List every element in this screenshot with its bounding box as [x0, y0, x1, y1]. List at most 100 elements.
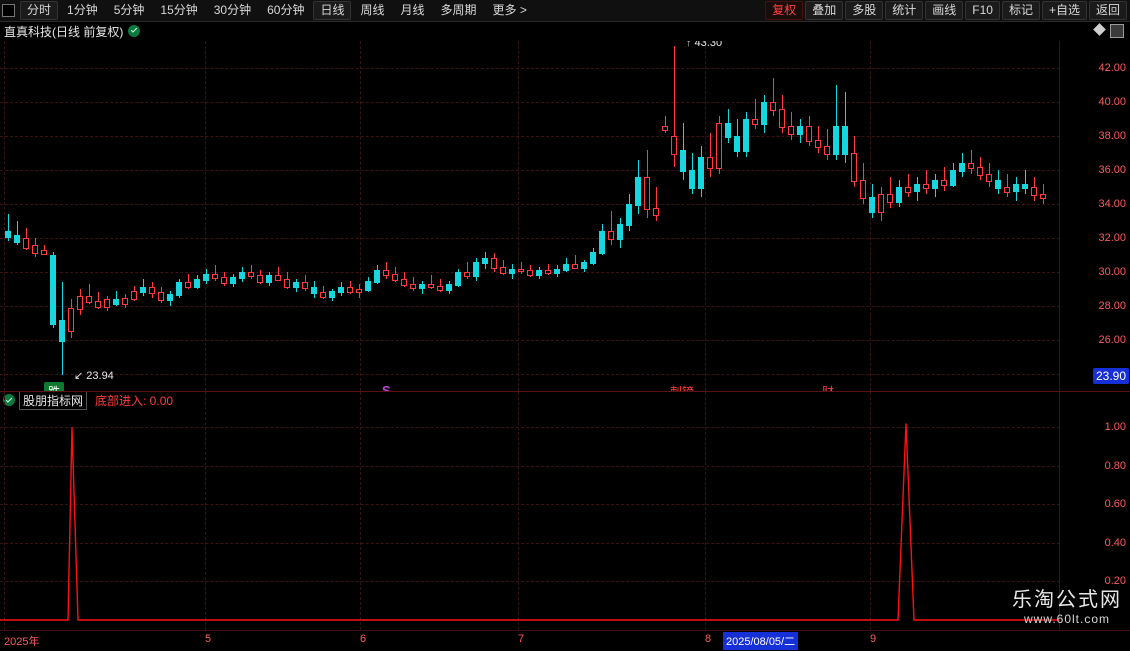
action-button-add-favorite[interactable]: +自选: [1041, 1, 1087, 20]
grid-line-v: [360, 41, 361, 391]
candle-wick: [926, 170, 927, 194]
period-button-0[interactable]: 分时: [20, 1, 59, 20]
action-button-diejia[interactable]: 叠加: [805, 1, 844, 20]
candle-body: [644, 176, 650, 210]
period-button-7[interactable]: 周线: [360, 3, 385, 17]
grid-line-v: [4, 41, 5, 391]
candle-body: [275, 275, 281, 281]
candle-body: [1040, 193, 1046, 200]
candle-wick: [665, 115, 666, 133]
candle-body: [257, 275, 263, 283]
candle-body: [5, 231, 11, 239]
period-button-9[interactable]: 多周期: [440, 3, 477, 17]
watermark-line2: www.60lt.com: [1023, 612, 1111, 626]
grid-line-h: [0, 542, 1060, 544]
candle-body: [428, 283, 434, 288]
time-axis[interactable]: 2025年 5 6 7 8 9 2025/08/05/二: [0, 630, 1130, 651]
diamond-icon[interactable]: [1093, 23, 1106, 36]
period-button-1[interactable]: 1分钟: [67, 3, 98, 17]
period-button-4[interactable]: 30分钟: [213, 3, 252, 17]
candle-body: [23, 238, 29, 249]
candle-body: [293, 282, 299, 288]
time-axis-selected-date: 2025/08/05/二: [723, 632, 799, 650]
candle-wick: [440, 278, 441, 293]
candle-body: [59, 319, 65, 343]
check-circle-icon[interactable]: [128, 25, 140, 37]
price-plot-area[interactable]: ↑ 43.30 ↙ 23.94 跌 S 刺镑 财: [0, 41, 1060, 391]
candle-body: [959, 163, 965, 173]
period-button-3[interactable]: 15分钟: [160, 3, 198, 17]
period-button-2[interactable]: 5分钟: [113, 3, 145, 17]
candle-wick: [548, 263, 549, 276]
candle-wick: [836, 85, 837, 160]
candle-body: [635, 176, 641, 207]
candle-body: [851, 153, 857, 183]
candle-body: [743, 119, 749, 152]
action-button-f10[interactable]: F10: [965, 1, 1000, 20]
check-circle-icon[interactable]: [3, 394, 15, 406]
y-axis-label: 42.00: [1098, 62, 1126, 75]
candle-wick: [188, 273, 189, 290]
action-button-tongji[interactable]: 统计: [885, 1, 924, 20]
tag-s: S: [382, 383, 391, 391]
period-button-8[interactable]: 月线: [400, 3, 425, 17]
candle-wick: [521, 261, 522, 274]
candle-body: [824, 146, 830, 156]
toolbar-left-group: 分时 1分钟 5分钟 15分钟 30分钟 60分钟 日线 周线 月线 多周期 更…: [0, 0, 535, 21]
candle-body: [32, 244, 38, 254]
candle-body: [698, 156, 704, 190]
candle-body: [995, 180, 1001, 190]
y-axis-label: 28.00: [1098, 300, 1126, 313]
candle-body: [464, 272, 470, 278]
action-button-fuquan[interactable]: 复权: [765, 1, 804, 20]
candle-body: [986, 173, 992, 183]
time-axis-label: 2025年: [4, 636, 40, 648]
candle-body: [374, 270, 380, 283]
candle-body: [104, 299, 110, 309]
candle-body: [473, 261, 479, 278]
candle-body: [266, 275, 272, 283]
candle-wick: [971, 149, 972, 174]
action-button-biaoji[interactable]: 标记: [1001, 1, 1040, 20]
candle-body: [1031, 187, 1037, 196]
grid-line-v: [518, 41, 519, 391]
grid-line-h: [0, 465, 1060, 467]
candle-body: [1022, 183, 1028, 190]
candle-body: [185, 282, 191, 288]
candle-body: [347, 287, 353, 293]
indicator-y-label: 0.60: [1104, 498, 1126, 511]
candle-wick: [611, 210, 612, 245]
period-button-6[interactable]: 日线: [313, 1, 352, 20]
candle-body: [284, 278, 290, 288]
period-button-5[interactable]: 60分钟: [267, 3, 305, 17]
candle-body: [1004, 187, 1010, 193]
indicator-y-axis: 1.00 0.80 0.60 0.40 0.20: [1059, 392, 1130, 630]
indicator-y-label: 0.40: [1104, 536, 1126, 549]
action-button-back[interactable]: 返回: [1088, 1, 1127, 20]
action-button-duogu[interactable]: 多股: [845, 1, 884, 20]
window-box-icon[interactable]: [1110, 24, 1124, 38]
candle-body: [563, 263, 569, 271]
chart-title-bar: 直真科技(日线 前复权): [0, 21, 1130, 42]
tag-cai: 财: [818, 382, 838, 391]
period-button-more[interactable]: 更多 >: [492, 3, 527, 17]
candle-body: [194, 278, 200, 288]
candle-body: [320, 292, 326, 298]
candle-wick: [755, 98, 756, 130]
candle-body: [41, 249, 47, 256]
candle-body: [896, 187, 902, 203]
candle-body: [887, 193, 893, 203]
main-price-pane: ↑ 43.30 ↙ 23.94 跌 S 刺镑 财 42.00 40.00 38.00 36.00…: [0, 41, 1130, 392]
action-button-huaxian[interactable]: 画线: [925, 1, 964, 20]
indicator-plot-area[interactable]: 股朋指标网 底部进入: 0.00: [0, 392, 1060, 630]
candle-body: [491, 258, 497, 269]
square-icon[interactable]: [2, 4, 15, 17]
indicator-name[interactable]: 股朋指标网: [19, 392, 88, 410]
candle-wick: [386, 261, 387, 279]
y-axis-label: 40.00: [1098, 96, 1126, 109]
candle-body: [869, 197, 875, 213]
watermark-line1: 乐淘公式网: [1012, 589, 1122, 611]
candle-wick: [1007, 173, 1008, 198]
grid-line-v: [705, 392, 706, 630]
grid-line-h: [0, 170, 1060, 172]
